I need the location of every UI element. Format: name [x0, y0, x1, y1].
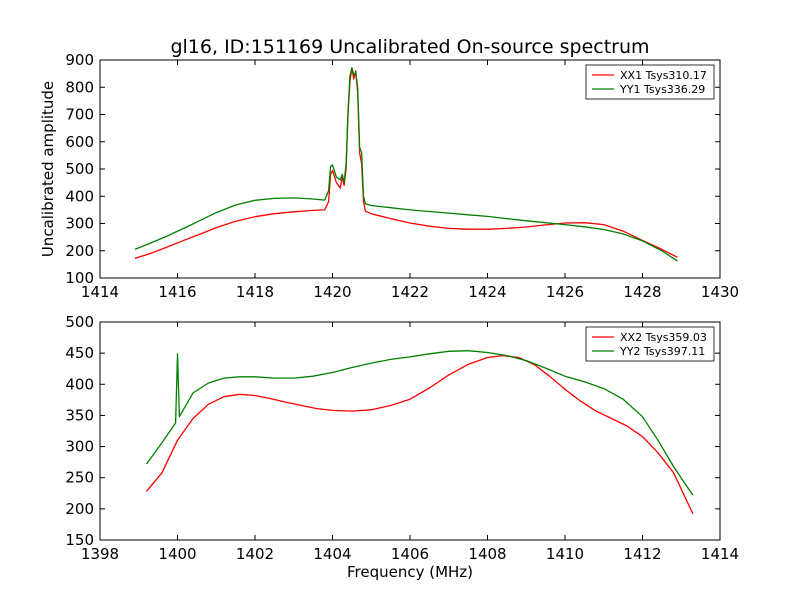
- top-y-tick-label: 900: [65, 51, 94, 69]
- top-y-tick-label: 700: [65, 106, 94, 124]
- top-x-tick-label: 1426: [546, 283, 584, 301]
- bottom-y-tick-label: 500: [65, 313, 94, 331]
- bottom-legend-entry-1: XX2 Tsys359.03: [620, 331, 707, 344]
- bottom-x-tick-label: 1408: [468, 545, 506, 563]
- bottom-x-tick-label: 1410: [546, 545, 584, 563]
- bottom-x-axis-label: Frequency (MHz): [347, 563, 473, 581]
- bottom-y-tick-label: 350: [65, 406, 94, 424]
- top-y-tick-label: 300: [65, 215, 94, 233]
- top-y-tick-label: 500: [65, 160, 94, 178]
- bottom-x-tick-label: 1404: [313, 545, 351, 563]
- bottom-y-tick-label: 450: [65, 344, 94, 362]
- bottom-series-line-2: [145, 350, 694, 496]
- top-series-line-1: [134, 67, 678, 260]
- bottom-y-tick-label: 400: [65, 375, 94, 393]
- bottom-legend-box: [585, 326, 715, 362]
- bottom-y-tick-label: 300: [65, 438, 94, 456]
- chart-title: gl16, ID:151169 Uncalibrated On-source s…: [170, 36, 649, 58]
- top-x-tick-label: 1420: [313, 283, 351, 301]
- top-y-tick-label: 600: [65, 133, 94, 151]
- top-y-tick-label: 400: [65, 187, 94, 205]
- bottom-y-tick-label: 200: [65, 500, 94, 518]
- bottom-x-tick-label: 1400: [158, 545, 196, 563]
- top-x-tick-label: 1414: [81, 283, 119, 301]
- bottom-x-tick-label: 1398: [81, 545, 119, 563]
- top-series-line-2: [134, 66, 678, 262]
- bottom-series-line-1: [145, 354, 694, 515]
- bottom-y-tick-label: 250: [65, 469, 94, 487]
- top-legend-entry-2: YY1 Tsys336.29: [619, 83, 705, 96]
- top-legend-box: [585, 64, 715, 100]
- bottom-x-tick-label: 1402: [236, 545, 274, 563]
- top-plot-panel: 1414 1416 1418 1420 1422 1424 1426 1428 1430 100 2…: [65, 51, 739, 301]
- top-legend-entry-1: XX1 Tsys310.17: [620, 69, 707, 82]
- top-y-axis-label: Uncalibrated amplitude: [39, 81, 57, 257]
- top-x-tick-label: 1418: [236, 283, 274, 301]
- top-x-tick-label: 1422: [391, 283, 429, 301]
- bottom-x-tick-label: 1406: [391, 545, 429, 563]
- bottom-x-tick-label: 1412: [623, 545, 661, 563]
- bottom-x-tick-label: 1414: [701, 545, 739, 563]
- top-x-tick-label: 1430: [701, 283, 739, 301]
- bottom-legend-entry-2: YY2 Tsys397.11: [619, 345, 705, 358]
- bottom-plot-panel: 1398 1400 1402 1404 1406 1408 1410 1412 1414 150 2…: [65, 313, 739, 563]
- top-x-tick-label: 1428: [623, 283, 661, 301]
- top-y-tick-label: 100: [65, 269, 94, 287]
- bottom-y-tick-label: 150: [65, 531, 94, 549]
- top-y-tick-label: 200: [65, 242, 94, 260]
- top-y-tick-label: 800: [65, 78, 94, 96]
- top-x-tick-label: 1416: [158, 283, 196, 301]
- top-x-tick-label: 1424: [468, 283, 506, 301]
